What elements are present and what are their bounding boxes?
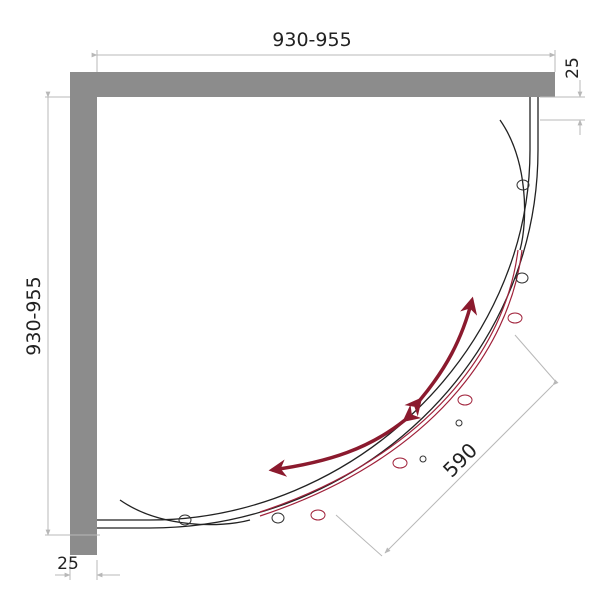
top-wall-thickness-label: 25 — [563, 57, 583, 79]
top-wall — [70, 72, 555, 97]
door-arc-length-label: 590 — [438, 438, 482, 482]
fixed-clamps — [178, 179, 530, 526]
left-wall — [70, 72, 97, 555]
sliding-door-panels — [259, 249, 523, 517]
slide-arrow-upper — [404, 296, 478, 417]
left-height-label: 930-955 — [23, 276, 45, 355]
dimension-lines — [45, 50, 585, 580]
slide-arrow-lower — [268, 404, 422, 477]
left-wall-thickness-label: 25 — [57, 554, 79, 574]
top-width-label: 930-955 — [272, 29, 351, 51]
